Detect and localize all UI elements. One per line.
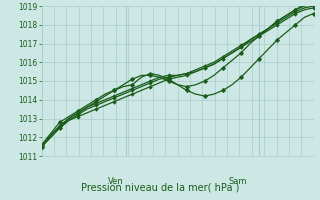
Text: Pression niveau de la mer( hPa ): Pression niveau de la mer( hPa ) [81, 182, 239, 192]
Text: Ven: Ven [108, 177, 124, 186]
Text: Sam: Sam [229, 177, 247, 186]
